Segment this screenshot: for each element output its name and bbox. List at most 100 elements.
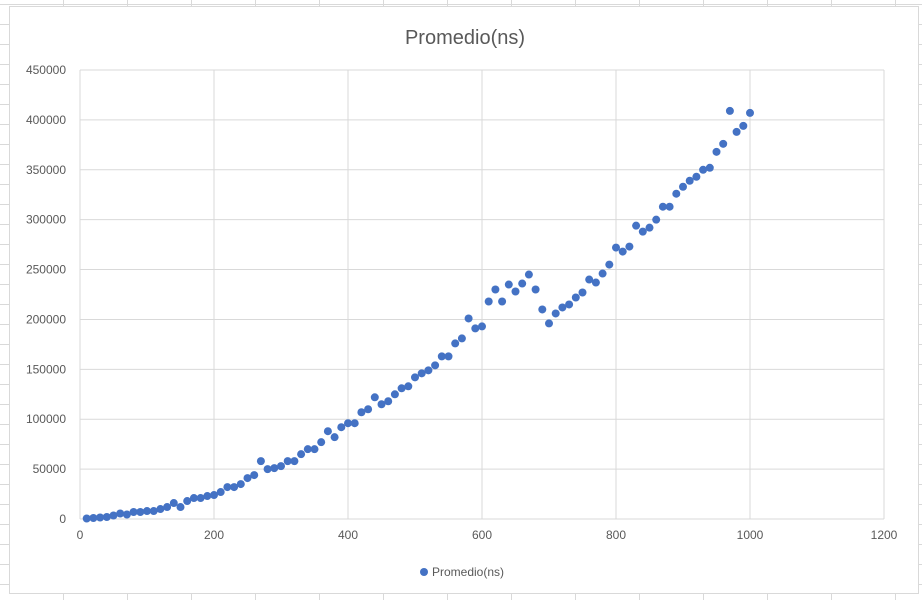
data-point[interactable] [658, 202, 667, 211]
data-point[interactable] [598, 269, 607, 278]
data-point[interactable] [645, 223, 654, 232]
data-point[interactable] [672, 189, 681, 198]
data-point[interactable] [491, 285, 500, 294]
data-point[interactable] [558, 303, 567, 312]
data-point[interactable] [236, 480, 245, 489]
data-point[interactable] [518, 279, 527, 288]
data-point[interactable] [303, 445, 312, 454]
data-point[interactable] [377, 400, 386, 409]
data-point[interactable] [136, 508, 145, 517]
data-point[interactable] [283, 457, 292, 466]
data-point[interactable] [223, 483, 232, 492]
data-point[interactable] [605, 260, 614, 269]
data-point[interactable] [344, 419, 352, 428]
data-point[interactable] [511, 287, 520, 296]
data-point[interactable] [725, 106, 734, 115]
data-point[interactable] [364, 405, 373, 414]
data-point[interactable] [692, 172, 701, 181]
data-point[interactable] [317, 438, 326, 447]
data-point[interactable] [484, 297, 493, 306]
data-point[interactable] [357, 408, 366, 417]
data-point[interactable] [471, 324, 480, 333]
data-point[interactable] [411, 373, 419, 382]
data-point[interactable] [705, 163, 714, 172]
data-point[interactable] [699, 165, 708, 174]
data-point[interactable] [216, 488, 225, 497]
data-point[interactable] [122, 510, 131, 519]
data-point[interactable] [612, 243, 620, 252]
data-point[interactable] [585, 275, 594, 284]
data-point[interactable] [250, 471, 259, 480]
data-point[interactable] [290, 457, 299, 466]
data-point[interactable] [632, 221, 641, 230]
data-point[interactable] [350, 419, 359, 428]
data-point[interactable] [337, 423, 346, 432]
data-point[interactable] [270, 464, 279, 473]
data-point[interactable] [464, 314, 473, 323]
data-point[interactable] [551, 309, 560, 318]
data-point[interactable] [478, 322, 486, 331]
data-point[interactable] [109, 511, 118, 520]
data-point[interactable] [256, 457, 265, 466]
data-point[interactable] [370, 393, 379, 402]
data-point[interactable] [163, 503, 172, 512]
data-point[interactable] [679, 182, 687, 191]
data-point[interactable] [524, 270, 533, 279]
data-point[interactable] [96, 513, 105, 522]
data-point[interactable] [618, 247, 627, 256]
data-point[interactable] [571, 293, 580, 302]
data-point[interactable] [149, 507, 158, 516]
data-point[interactable] [203, 492, 212, 501]
data-point[interactable] [397, 384, 406, 393]
data-point[interactable] [504, 280, 513, 289]
data-point[interactable] [591, 278, 600, 287]
data-point[interactable] [431, 361, 440, 370]
data-point[interactable] [297, 450, 306, 459]
data-point[interactable] [739, 121, 748, 130]
data-point[interactable] [565, 300, 574, 309]
data-point[interactable] [545, 319, 553, 328]
data-point[interactable] [732, 127, 741, 136]
data-point[interactable] [538, 305, 547, 314]
data-point[interactable] [437, 352, 446, 361]
data-point[interactable] [417, 369, 426, 378]
data-point[interactable] [156, 505, 165, 514]
data-point[interactable] [390, 390, 399, 399]
data-point[interactable] [277, 462, 285, 471]
data-point[interactable] [457, 334, 466, 343]
chart-area[interactable]: Promedio(ns) 0 50000 100000 150000 200000 250… [9, 6, 919, 594]
data-point[interactable] [685, 176, 694, 185]
data-point[interactable] [323, 427, 332, 436]
data-point[interactable] [243, 474, 252, 483]
data-point[interactable] [531, 285, 540, 294]
data-point[interactable] [498, 297, 507, 306]
data-point[interactable] [444, 352, 453, 361]
data-point[interactable] [451, 339, 460, 348]
data-point[interactable] [263, 465, 272, 474]
data-point[interactable] [176, 503, 185, 512]
data-point[interactable] [404, 382, 413, 391]
data-point[interactable] [638, 227, 647, 236]
data-point[interactable] [196, 494, 205, 503]
data-point[interactable] [89, 514, 98, 523]
data-point[interactable] [652, 215, 661, 224]
data-point[interactable] [424, 366, 433, 375]
data-point[interactable] [143, 507, 151, 516]
data-point[interactable] [116, 509, 125, 518]
data-point[interactable] [82, 514, 91, 523]
data-point[interactable] [102, 513, 111, 522]
legend[interactable]: Promedio(ns) [420, 565, 504, 579]
data-point[interactable] [719, 139, 728, 148]
data-point[interactable] [578, 288, 587, 297]
data-point[interactable] [625, 242, 634, 251]
data-point[interactable] [384, 397, 393, 406]
data-point[interactable] [129, 508, 138, 517]
data-point[interactable] [712, 147, 721, 156]
data-point[interactable] [746, 108, 754, 117]
data-point[interactable] [210, 491, 218, 500]
data-point[interactable] [330, 433, 339, 442]
data-point[interactable] [189, 494, 198, 503]
data-point[interactable] [665, 202, 674, 211]
data-point[interactable] [169, 499, 178, 508]
data-point[interactable] [183, 497, 192, 506]
